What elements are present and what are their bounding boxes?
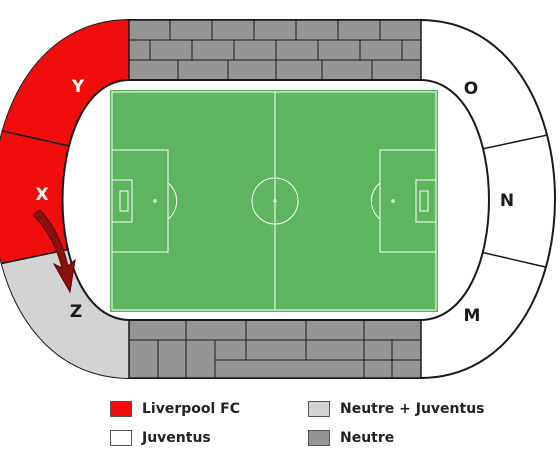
legend-label-neutral-juventus: Neutre + Juventus [340, 401, 485, 417]
legend-item-neutral: Neutre [308, 428, 394, 448]
sector-label-m: M [464, 306, 481, 326]
arrow-icon [32, 209, 76, 294]
stadium-diagram: Y X Z O N M [0, 19, 556, 379]
sector-divider-o-n [467, 127, 555, 153]
top-stand[interactable] [128, 19, 422, 81]
sector-label-o: O [464, 79, 478, 99]
legend-swatch-juventus [110, 430, 132, 446]
legend-item-neutral-juventus: Neutre + Juventus [308, 399, 485, 419]
sector-label-x: X [35, 185, 48, 205]
sector-label-n: N [500, 191, 514, 211]
legend-swatch-neutral [308, 430, 330, 446]
pitch [110, 90, 438, 312]
legend-swatch-neutral-juventus [308, 401, 330, 417]
legend-item-juventus: Juventus [110, 428, 211, 448]
legend-label-neutral: Neutre [340, 430, 395, 446]
legend-item-liverpool: Liverpool FC [110, 399, 240, 419]
legend-swatch-liverpool [110, 401, 132, 417]
legend: Liverpool FC Juventus Neutre + Juventus … [0, 395, 560, 460]
sector-divider-n-m [471, 249, 555, 276]
sector-label-y: Y [71, 77, 85, 97]
legend-label-juventus: Juventus [142, 430, 211, 446]
legend-label-liverpool: Liverpool FC [142, 401, 241, 417]
sector-label-z: Z [70, 302, 82, 322]
bottom-stand[interactable] [128, 319, 422, 379]
